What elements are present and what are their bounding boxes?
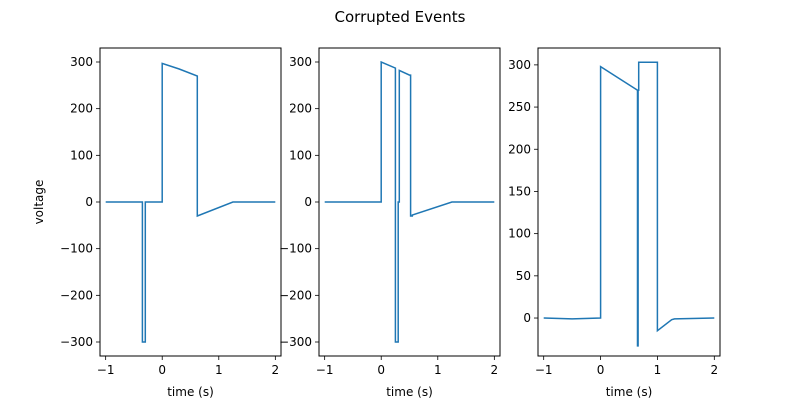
y-tick-label: 200 <box>70 102 93 116</box>
y-tick-label: −200 <box>60 288 93 302</box>
subplot-1-ticks: −1 0 1 2 −300 −200 −100 0 100 200 300 <box>60 55 279 377</box>
subplot-2-ticks: −1 0 1 2 −300 −200 −100 0 100 200 300 <box>279 55 498 377</box>
y-tick-label: 200 <box>508 142 531 156</box>
y-tick-label: −100 <box>60 242 93 256</box>
y-tick-label: 0 <box>304 195 312 209</box>
series-line-2 <box>324 60 495 343</box>
y-tick-label: 200 <box>289 102 312 116</box>
plot-area-3 <box>537 47 721 357</box>
subplot-1: −1 0 1 2 −300 −200 −100 0 100 200 300 time (s) vol… <box>32 47 282 399</box>
x-axis-label-1: time (s) <box>167 385 214 399</box>
y-tick-label: −300 <box>279 335 312 349</box>
y-tick-label: 50 <box>516 269 531 283</box>
x-axis-label-3: time (s) <box>606 385 653 399</box>
series-line-1 <box>105 62 276 343</box>
x-tick-label: 0 <box>597 363 605 377</box>
x-tick-label: 1 <box>215 363 223 377</box>
subplot-3-ticks: −1 0 1 2 0 50 100 150 200 250 300 <box>508 58 718 377</box>
x-tick-label: 2 <box>491 363 499 377</box>
y-tick-label: 0 <box>523 311 531 325</box>
x-tick-label: 0 <box>158 363 166 377</box>
figure-title: Corrupted Events <box>335 8 466 26</box>
x-tick-label: −1 <box>535 363 553 377</box>
x-tick-label: 0 <box>377 363 385 377</box>
y-tick-label: 300 <box>289 55 312 69</box>
subplot-3: −1 0 1 2 0 50 100 150 200 250 300 time (s) <box>508 47 721 399</box>
y-tick-label: 100 <box>70 148 93 162</box>
x-tick-label: −1 <box>97 363 115 377</box>
y-tick-label: 100 <box>508 227 531 241</box>
y-tick-label: −200 <box>279 288 312 302</box>
x-tick-label: 1 <box>434 363 442 377</box>
y-tick-label: −100 <box>279 242 312 256</box>
x-tick-label: −1 <box>316 363 334 377</box>
y-tick-label: 0 <box>85 195 93 209</box>
x-axis-label-2: time (s) <box>386 385 433 399</box>
y-tick-label: 100 <box>289 148 312 162</box>
x-tick-label: 2 <box>710 363 718 377</box>
y-tick-label: −300 <box>60 335 93 349</box>
y-tick-label: 250 <box>508 100 531 114</box>
subplot-2: −1 0 1 2 −300 −200 −100 0 100 200 300 time (s) <box>279 47 501 399</box>
y-tick-label: 300 <box>70 55 93 69</box>
series-line-3 <box>543 61 715 347</box>
y-axis-label-1: voltage <box>32 180 46 225</box>
y-tick-label: 150 <box>508 184 531 198</box>
x-tick-label: 2 <box>272 363 280 377</box>
x-tick-label: 1 <box>654 363 662 377</box>
y-tick-label: 300 <box>508 58 531 72</box>
